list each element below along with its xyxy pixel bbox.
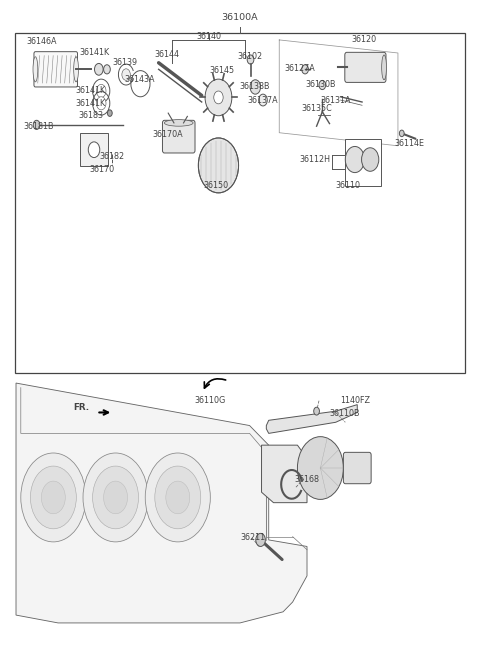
Circle shape — [399, 130, 404, 137]
Text: 36183: 36183 — [78, 111, 103, 120]
Circle shape — [155, 466, 201, 529]
Text: 36168: 36168 — [295, 475, 320, 483]
Text: 36120: 36120 — [352, 35, 377, 45]
Text: 36143A: 36143A — [124, 75, 155, 84]
Text: 36110G: 36110G — [195, 396, 226, 405]
Circle shape — [104, 65, 110, 74]
Circle shape — [259, 94, 267, 106]
Circle shape — [21, 453, 86, 542]
Circle shape — [198, 138, 239, 193]
Circle shape — [30, 466, 76, 529]
Circle shape — [302, 65, 309, 74]
Text: 36144: 36144 — [155, 50, 180, 59]
Text: 1140FZ: 1140FZ — [340, 396, 370, 405]
Text: 36145: 36145 — [209, 66, 234, 75]
Circle shape — [96, 97, 106, 110]
Circle shape — [41, 481, 65, 514]
Circle shape — [104, 481, 128, 514]
Circle shape — [205, 79, 232, 116]
Circle shape — [256, 533, 265, 546]
Text: 36131A: 36131A — [321, 96, 351, 105]
Text: 36182: 36182 — [100, 152, 125, 160]
Circle shape — [319, 81, 325, 90]
Polygon shape — [262, 445, 307, 502]
Text: 36181B: 36181B — [24, 122, 54, 131]
Circle shape — [88, 142, 100, 158]
Circle shape — [247, 55, 254, 64]
Ellipse shape — [164, 120, 193, 126]
Circle shape — [214, 91, 223, 104]
Text: 36139: 36139 — [113, 58, 138, 67]
Polygon shape — [266, 405, 357, 434]
Circle shape — [250, 80, 261, 94]
Bar — [345, 140, 381, 186]
Text: 36112H: 36112H — [299, 155, 330, 164]
Ellipse shape — [33, 57, 38, 82]
Circle shape — [145, 453, 210, 542]
Text: 36110B: 36110B — [329, 409, 360, 419]
Text: 36141K: 36141K — [76, 86, 106, 96]
Bar — [80, 134, 108, 166]
Text: 36130B: 36130B — [305, 80, 336, 89]
Circle shape — [166, 481, 190, 514]
FancyBboxPatch shape — [34, 52, 77, 87]
Circle shape — [298, 437, 343, 499]
Circle shape — [361, 148, 379, 172]
Text: 36138B: 36138B — [239, 83, 270, 92]
Ellipse shape — [382, 55, 386, 80]
Text: 36135C: 36135C — [301, 104, 332, 113]
Circle shape — [83, 453, 148, 542]
Text: 36170: 36170 — [90, 165, 115, 174]
Text: 36170A: 36170A — [152, 130, 182, 139]
Polygon shape — [16, 383, 307, 623]
Text: 36110: 36110 — [336, 181, 360, 189]
Bar — [15, 33, 465, 373]
Text: 36146A: 36146A — [26, 37, 57, 46]
Text: 36127A: 36127A — [285, 64, 315, 73]
Text: FR.: FR. — [73, 403, 89, 412]
Circle shape — [122, 69, 130, 81]
Circle shape — [96, 84, 106, 98]
Text: 36211: 36211 — [241, 533, 266, 542]
Ellipse shape — [74, 57, 78, 82]
Text: 36150: 36150 — [204, 181, 228, 189]
Circle shape — [314, 407, 320, 415]
Text: 36137A: 36137A — [248, 96, 278, 105]
Text: 36102: 36102 — [237, 52, 262, 61]
Text: 36140: 36140 — [196, 32, 221, 41]
Text: 36100A: 36100A — [222, 12, 258, 22]
FancyBboxPatch shape — [343, 453, 371, 483]
Circle shape — [93, 466, 139, 529]
Text: 36114E: 36114E — [395, 139, 425, 147]
Circle shape — [345, 147, 364, 173]
Circle shape — [108, 110, 112, 117]
Text: 36141K: 36141K — [76, 99, 106, 108]
Circle shape — [33, 121, 40, 130]
FancyBboxPatch shape — [345, 52, 386, 83]
Text: 36141K: 36141K — [79, 48, 109, 58]
FancyBboxPatch shape — [162, 121, 195, 153]
Circle shape — [95, 64, 103, 75]
